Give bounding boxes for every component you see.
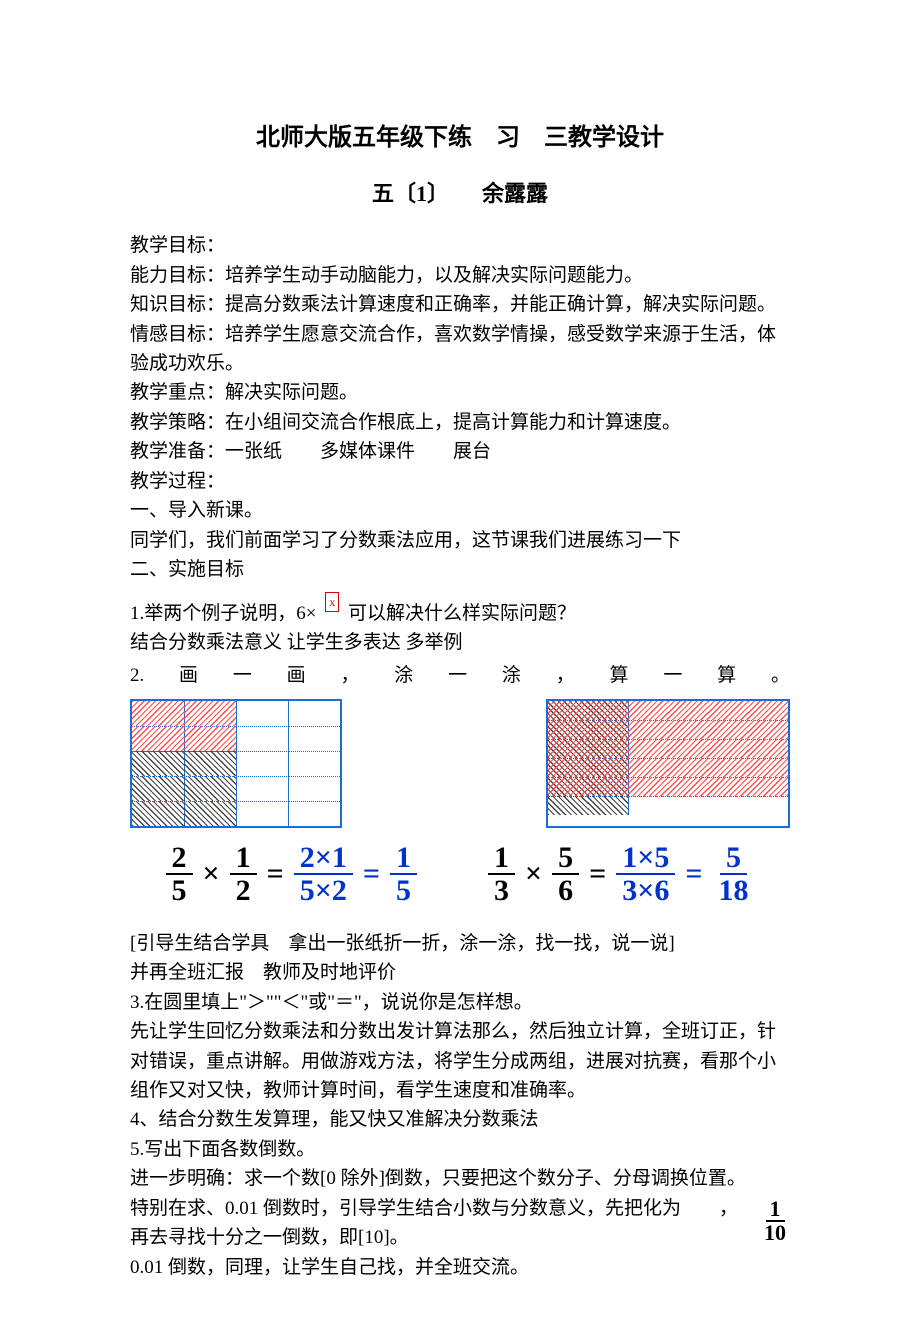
diagram-left <box>130 699 342 828</box>
denominator: 3×6 <box>616 875 675 907</box>
diagram-right <box>546 699 790 828</box>
paragraph: 3.在圆里填上"＞""＜"或"＝"，说说你是怎样想。 <box>130 988 790 1017</box>
q2-char: 算 <box>717 661 736 690</box>
numerator: 1 <box>766 1198 785 1222</box>
paragraph: 特别在求、0.01 倒数时，引导学生结合小数与分数意义，先把化为 ，再去寻找十分… <box>130 1194 790 1253</box>
fraction: 5 6 <box>552 842 579 907</box>
numerator: 5 <box>552 842 579 876</box>
numerator: 2×1 <box>294 842 353 876</box>
q2-char: 一 <box>663 661 682 690</box>
q2-char: 画 <box>179 661 198 690</box>
denominator: 3 <box>488 875 515 907</box>
fraction: 1×5 3×6 <box>616 842 675 907</box>
equations-row: 2 5 × 1 2 = 2×1 5×2 = 1 5 1 3 × 5 6 = 1×… <box>130 842 790 907</box>
q2-char: 涂 <box>502 661 521 690</box>
page-title: 北师大版五年级下练 习 三教学设计 <box>130 120 790 157</box>
paragraph-with-fraction: 1 10 特别在求、0.01 倒数时，引导学生结合小数与分数意义，先把化为 ，再… <box>130 1194 790 1282</box>
q1-text-a: 1.举两个例子说明，6× <box>130 603 316 624</box>
equation-b: 1 3 × 5 6 = 1×5 3×6 = 5 18 <box>488 842 754 907</box>
denominator: 18 <box>712 875 754 907</box>
q1-note: 结合分数乘法意义 让学生多表达 多举例 <box>130 628 790 657</box>
paragraph: 教学过程： <box>130 467 790 496</box>
numerator: 1 <box>230 842 257 876</box>
paragraph: 一、导入新课。 <box>130 496 790 525</box>
denominator: 6 <box>552 875 579 907</box>
times-op: × <box>201 851 222 898</box>
paragraph: 5.写出下面各数倒数。 <box>130 1135 790 1164</box>
diagram-row <box>130 699 790 828</box>
numerator: 1 <box>390 842 417 876</box>
q2-char: ， <box>340 661 359 690</box>
denominator: 2 <box>230 875 257 907</box>
paragraph: 教学重点：解决实际问题。 <box>130 378 790 407</box>
paragraph: 进一步明确：求一个数[0 除外]倒数，只要把这个数分子、分母调换位置。 <box>130 1164 790 1193</box>
q2-char: 一 <box>448 661 467 690</box>
equation-a: 2 5 × 1 2 = 2×1 5×2 = 1 5 <box>166 842 417 907</box>
numerator: 1×5 <box>616 842 675 876</box>
q2-char: 涂 <box>394 661 413 690</box>
denominator: 5×2 <box>294 875 353 907</box>
fraction: 1 2 <box>230 842 257 907</box>
paragraph: 先让学生回忆分数乘法和分数出发计算法那么，然后独立计算，全班订正，针对错误，重点… <box>130 1017 790 1105</box>
q2-char: 画 <box>287 661 306 690</box>
paragraph: 情感目标：培养学生愿意交流合作，喜欢数学情操，感受数学来源于生活，体验成功欢乐。 <box>130 320 790 379</box>
fraction: 2×1 5×2 <box>294 842 353 907</box>
paragraph: 4、结合分数生发算理，能又快又准解决分数乘法 <box>130 1105 790 1134</box>
times-op: × <box>523 851 544 898</box>
q2-char: 。 <box>771 661 790 690</box>
denominator: 5 <box>390 875 417 907</box>
paragraph: 并再全班汇报 教师及时地评价 <box>130 958 790 987</box>
fraction: 5 18 <box>712 842 754 907</box>
paragraph: 知识目标：提高分数乘法计算速度和正确率，并能正确计算，解决实际问题。 <box>130 290 790 319</box>
numerator: 5 <box>720 842 747 876</box>
missing-image-icon: x <box>325 592 339 612</box>
paragraph: 0.01 倒数，同理，让学生自己找，并全班交流。 <box>130 1253 790 1282</box>
equals-op: = <box>683 851 704 898</box>
page-subtitle: 五〔1〕 余露露 <box>130 177 790 211</box>
paragraph: 同学们，我们前面学习了分数乘法应用，这节课我们进展练习一下 <box>130 526 790 555</box>
margin-fraction: 1 10 <box>760 1198 790 1244</box>
question-1: 1.举两个例子说明，6× x 可以解决什么样实际问题？ <box>130 599 790 628</box>
paragraph: 二、实施目标 <box>130 555 790 584</box>
equals-op: = <box>265 851 286 898</box>
denominator: 10 <box>760 1222 790 1244</box>
paragraph: 教学策略：在小组间交流合作根底上，提高计算能力和计算速度。 <box>130 408 790 437</box>
paragraph: 教学准备：一张纸 多媒体课件 展台 <box>130 437 790 466</box>
q2-char: 算 <box>610 661 629 690</box>
fraction: 1 3 <box>488 842 515 907</box>
equals-op: = <box>361 851 382 898</box>
q2-char: ， <box>556 661 575 690</box>
question-2-heading: 2. 画 一 画 ， 涂 一 涂 ， 算 一 算 。 <box>130 661 790 690</box>
paragraph: 教学目标： <box>130 231 790 260</box>
equals-op: = <box>587 851 608 898</box>
paragraph: 能力目标：培养学生动手动脑能力，以及解决实际问题能力。 <box>130 261 790 290</box>
q2-char: 2. <box>130 661 144 690</box>
numerator: 2 <box>166 842 193 876</box>
numerator: 1 <box>488 842 515 876</box>
fraction: 2 5 <box>166 842 193 907</box>
fraction: 1 5 <box>390 842 417 907</box>
paragraph: [引导生结合学具 拿出一张纸折一折，涂一涂，找一找，说一说] <box>130 929 790 958</box>
denominator: 5 <box>166 875 193 907</box>
q1-text-b: 可以解决什么样实际问题？ <box>348 603 576 624</box>
q2-char: 一 <box>233 661 252 690</box>
